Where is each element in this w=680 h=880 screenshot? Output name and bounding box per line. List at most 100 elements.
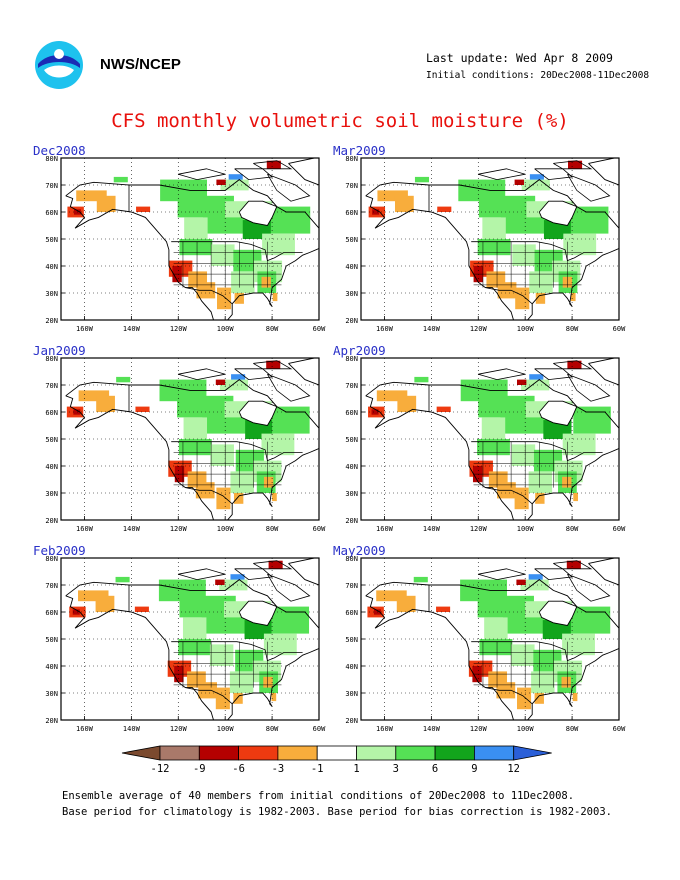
lon-label: 120W [470,525,488,533]
anomaly-cell [182,617,207,639]
anomaly-cell [179,239,213,256]
anomaly-cell [573,493,578,502]
anomaly-cell [271,606,310,634]
legend-label: 6 [432,763,438,775]
legend-arrow-left [121,745,161,761]
anomaly-cell [115,576,130,583]
coastline [588,558,619,586]
lon-label: 80W [266,325,279,333]
lon-label: 80W [566,725,579,733]
lon-label: 140W [123,325,141,333]
lat-label: 80N [45,555,58,563]
panel-title: Jan2009 [33,343,86,358]
legend-swatch [316,745,357,761]
coastline [365,579,619,720]
lon-label: 100W [517,525,535,533]
map-panel-apr2009: Apr2009 80N 70N 60N 50N 40N 30N 20N 160W 140W 120… [333,343,633,535]
anomaly-cell [511,444,536,466]
coastline [238,600,278,627]
anomaly-cell [567,360,582,369]
legend-label: -9 [193,763,206,775]
anomaly-cell [272,406,310,434]
anomaly-cell [272,293,278,302]
anomaly-cell [183,417,208,439]
lon-label: 60W [313,525,326,533]
anomaly-cell [113,176,128,183]
anomaly-cell [136,206,151,212]
soil-moisture-map: 80N 70N 60N 50N 40N 30N 20N 160W 140W 120W 100W 80W… [345,355,626,533]
lon-label: 160W [376,525,394,533]
anomaly-cell [215,687,230,710]
anomaly-cell [562,476,572,488]
lon-label: 60W [313,725,326,733]
anomaly-cell [516,579,526,585]
lat-label: 40N [345,263,358,271]
lon-label: 160W [76,525,94,533]
lat-label: 30N [345,490,358,498]
footnote-ensemble: Ensemble average of 40 members from init… [62,790,575,802]
legend-label: -1 [311,763,324,775]
anomaly-cell [210,444,234,466]
lat-label: 50N [345,636,358,644]
anomaly-cell [562,633,595,656]
coastline [178,368,226,381]
anomaly-cell [573,406,611,434]
color-legend-bar: -12 -9 -6 -3 -1 1 3 6 9 12 [121,745,552,775]
lat-label: 70N [345,382,358,390]
coastline [238,200,278,227]
anomaly-cell [521,179,550,191]
lat-label: 40N [45,663,58,671]
coastline [534,368,574,381]
lat-label: 80N [45,355,58,363]
anomaly-cell [231,271,255,293]
lon-label: 100W [217,725,235,733]
coastline [567,573,611,602]
soil-moisture-map: 80N 70N 60N 50N 40N 30N 20N 160W 140W 120W 100W 80W… [345,555,626,733]
anomaly-cell [517,379,527,385]
lon-label: 100W [217,525,235,533]
coastline [253,560,293,570]
soil-moisture-map: 80N 70N 60N 50N 40N 30N 20N 160W 140W 120W 100W 80W… [345,155,626,333]
lat-label: 80N [45,155,58,163]
coastline [553,160,593,170]
lat-label: 20N [345,717,358,725]
anomaly-cell [261,433,295,456]
lat-label: 50N [45,236,58,244]
coastline [234,168,274,181]
anomaly-cell [566,560,581,569]
anomaly-cell [268,560,283,569]
anomaly-cell [561,676,571,688]
lat-label: 60N [45,609,58,617]
lon-label: 160W [376,325,394,333]
anomaly-cell [76,190,107,202]
panel-title: Feb2009 [33,543,86,558]
lat-label: 60N [345,409,358,417]
anomaly-cell [72,609,80,615]
legend-label: 9 [471,763,477,775]
anomaly-cell [135,406,150,412]
anomaly-cell [413,576,428,583]
anomaly-cell [568,160,583,169]
anomaly-cell [535,493,545,504]
coastline [534,168,574,181]
anomaly-cell [515,287,530,310]
coastline [238,400,278,427]
anomaly-cell [479,639,513,656]
border-line [485,687,533,705]
anomaly-cell [477,439,510,456]
anomaly-cell [481,417,506,439]
lon-label: 120W [170,525,188,533]
soil-moisture-map: 80N 70N 60N 50N 40N 30N 20N 160W 140W 120W 100W 80W… [45,555,326,733]
map-panel-may2009: May2009 80N 70N 60N 50N 40N 30N 20N 160W 140W 120… [333,543,633,735]
lon-label: 120W [470,325,488,333]
anomaly-cell [484,617,508,639]
lon-label: 160W [76,725,94,733]
anomaly-cell [414,376,429,383]
anomaly-cell [376,390,408,402]
coastline [178,568,226,581]
legend-label: -3 [272,763,285,775]
border-line [485,487,533,505]
lat-label: 20N [45,717,58,725]
anomaly-cell [517,687,532,710]
lon-label: 120W [470,725,488,733]
